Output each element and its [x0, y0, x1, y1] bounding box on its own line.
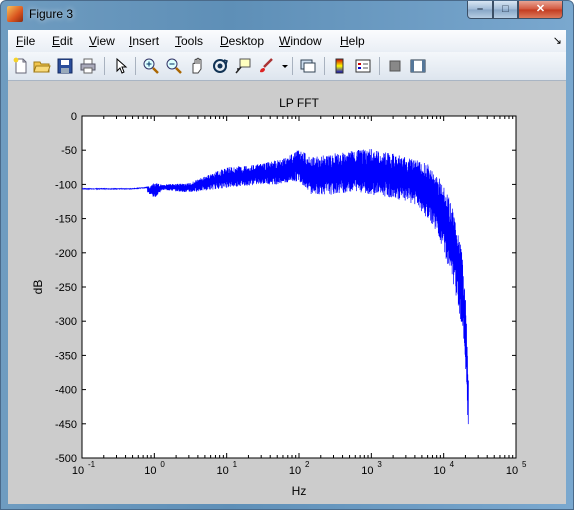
y-tick-label: -200 — [55, 248, 77, 260]
edit-plot-icon[interactable] — [112, 57, 130, 75]
y-tick-label: -450 — [55, 419, 77, 431]
brush-dropdown-icon[interactable] — [276, 57, 288, 75]
matlab-icon — [7, 6, 23, 22]
toolbar-separator — [135, 57, 136, 75]
x-tick-label: 10 — [361, 465, 373, 477]
maximize-button[interactable]: □ — [493, 1, 518, 19]
toolbar-separator — [292, 57, 293, 75]
toolbar-separator — [104, 57, 105, 75]
x-tick-exponent: 4 — [450, 460, 455, 469]
window-title: Figure 3 — [29, 7, 74, 21]
data-cursor-icon[interactable] — [234, 57, 252, 75]
y-tick-label: -500 — [55, 453, 77, 465]
y-tick-label: -300 — [55, 316, 77, 328]
axis-ticks: 0-50-100-150-200-250-300-350-400-450-500… — [55, 111, 527, 477]
figure-toolbar — [8, 52, 566, 81]
legend-icon[interactable] — [354, 57, 372, 75]
data-series — [81, 149, 469, 425]
menu-view[interactable]: View — [89, 34, 115, 48]
x-tick-exponent: 0 — [160, 460, 165, 469]
x-tick-label: 10 — [217, 465, 229, 477]
menu-edit[interactable]: Edit — [52, 34, 73, 48]
hide-plot-tools-icon[interactable] — [386, 57, 404, 75]
menu-bar: File Edit View Insert Tools Desktop Wind… — [8, 30, 566, 52]
zoom-in-icon[interactable] — [142, 57, 160, 75]
figure-canvas[interactable]: LP FFT Hz dB 0 -50 -100 -150 -200 -250 -300 -35… — [8, 81, 566, 504]
print-icon[interactable] — [79, 57, 97, 75]
menu-file[interactable]: File — [16, 34, 36, 48]
colorbar-icon[interactable] — [331, 57, 349, 75]
y-tick-label: -150 — [55, 214, 77, 226]
y-tick-label: -50 — [61, 145, 77, 157]
new-figure-icon[interactable] — [12, 57, 30, 75]
title-bar[interactable]: Figure 3 – □ ✕ — [1, 1, 573, 30]
x-tick-label: 10 — [506, 465, 518, 477]
x-tick-label: 10 — [144, 465, 156, 477]
toolbar-separator — [324, 57, 325, 75]
brush-icon[interactable] — [257, 57, 275, 75]
y-tick-label: -350 — [55, 350, 77, 362]
zoom-out-icon[interactable] — [165, 57, 183, 75]
link-plot-icon[interactable] — [299, 57, 317, 75]
fft-chart[interactable]: LP FFT Hz dB 0-50-100-150-200-250-300-35… — [8, 81, 566, 504]
x-axis-label: Hz — [292, 484, 307, 498]
menu-help[interactable]: Help — [340, 34, 365, 48]
toolbar-separator — [379, 57, 380, 75]
rotate-3d-icon[interactable] — [211, 57, 229, 75]
dock-figure-icon[interactable]: ↘ — [552, 35, 562, 47]
y-tick-label: 0 — [71, 111, 77, 123]
menu-desktop[interactable]: Desktop — [220, 34, 265, 48]
menu-insert[interactable]: Insert — [129, 34, 160, 48]
menu-tools[interactable]: Tools — [175, 34, 204, 48]
x-tick-exponent: 2 — [305, 460, 310, 469]
x-tick-label: 10 — [289, 465, 301, 477]
chart-title: LP FFT — [279, 96, 319, 110]
fft-series-line — [81, 149, 469, 425]
y-tick-label: -250 — [55, 282, 77, 294]
pan-icon[interactable] — [188, 57, 206, 75]
x-tick-label: 10 — [72, 465, 84, 477]
x-tick-exponent: 1 — [233, 460, 238, 469]
x-tick-label: 10 — [434, 465, 446, 477]
show-plot-tools-icon[interactable] — [409, 57, 427, 75]
menu-window[interactable]: Window — [279, 34, 322, 48]
open-file-icon[interactable] — [33, 57, 51, 75]
y-tick-label: -400 — [55, 385, 77, 397]
minimize-button[interactable]: – — [467, 1, 493, 19]
x-tick-exponent: -1 — [88, 460, 96, 469]
y-tick-label: -100 — [55, 179, 77, 191]
y-axis-label: dB — [31, 280, 45, 295]
close-button[interactable]: ✕ — [518, 1, 563, 19]
figure-client-area: File Edit View Insert Tools Desktop Wind… — [8, 30, 566, 504]
x-tick-exponent: 5 — [522, 460, 527, 469]
x-tick-exponent: 3 — [377, 460, 382, 469]
save-icon[interactable] — [56, 57, 74, 75]
